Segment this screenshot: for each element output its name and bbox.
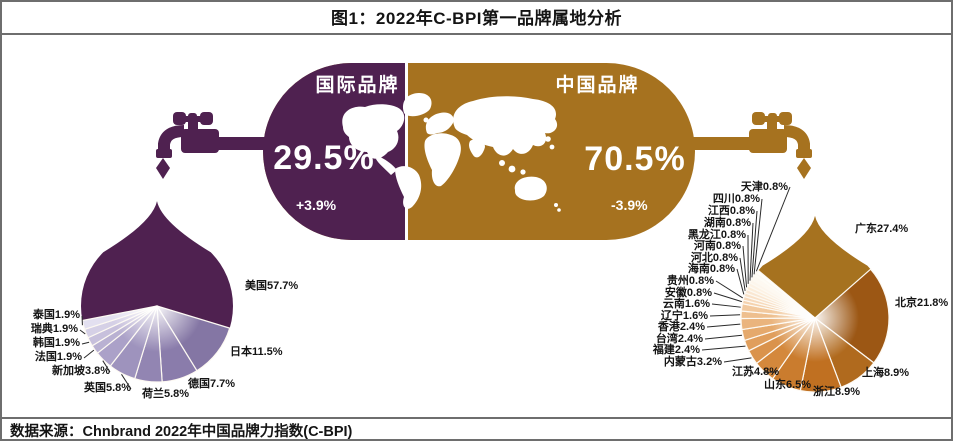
pie-label: 山东6.5% xyxy=(764,379,812,391)
pie-label: 福建2.4% xyxy=(652,344,700,356)
world-map xyxy=(342,93,561,212)
pie-label: 香港2.4% xyxy=(657,321,705,333)
pie-label: 德国7.7% xyxy=(188,378,236,390)
leader-line xyxy=(742,245,748,288)
pie-label: 日本11.5% xyxy=(230,346,283,358)
faucet-right-icon xyxy=(749,112,812,179)
leader-line xyxy=(715,280,743,299)
pie-center-highlight xyxy=(740,269,889,392)
leader-line xyxy=(83,349,95,359)
leader-line xyxy=(749,222,754,281)
pie-label: 北京21.8% xyxy=(895,297,949,309)
pie-label: 黑龙江0.8% xyxy=(687,229,746,241)
pie-label: 海南0.8% xyxy=(687,263,735,275)
figure-title: 图1：2022年C-BPI第一品牌属地分析 xyxy=(330,9,623,28)
pie-label: 贵州0.8% xyxy=(666,275,714,287)
international-pie xyxy=(81,201,233,383)
china-brand-label: 中国品牌 xyxy=(555,75,640,96)
pie-label: 云南1.6% xyxy=(662,298,710,310)
leader-line xyxy=(121,374,132,390)
international-delta-value: +3.9% xyxy=(296,197,337,213)
international-brand-label: 国际品牌 xyxy=(315,75,400,96)
pie-label: 河北0.8% xyxy=(690,252,738,264)
pie-label: 江苏4.8% xyxy=(732,366,780,378)
leader-line xyxy=(753,198,763,275)
pie-label: 四川0.8% xyxy=(712,193,760,205)
leader-line xyxy=(79,329,86,335)
leader-line xyxy=(709,314,741,317)
pie-label: 上海8.9% xyxy=(862,367,910,379)
leader-line xyxy=(102,360,111,373)
leader-line xyxy=(701,345,746,351)
pie-label: 泰国1.9% xyxy=(32,309,80,321)
pie-label: 新加坡3.8% xyxy=(52,365,111,377)
pie-label: 江西0.8% xyxy=(707,205,755,217)
capsule-split-gap xyxy=(405,63,408,240)
pie-label: 湖南0.8% xyxy=(703,217,751,229)
source-text: 数据来源：Chnbrand 2022年中国品牌力指数(C-BPI) xyxy=(10,423,353,440)
source-bar: 数据来源：Chnbrand 2022年中国品牌力指数(C-BPI) xyxy=(0,417,953,441)
pie-label: 浙江8.9% xyxy=(813,386,861,398)
leader-line xyxy=(704,334,743,340)
pie-label: 安徽0.8% xyxy=(664,287,712,299)
pie-label: 荷兰5.8% xyxy=(142,388,190,400)
leader-line xyxy=(713,292,742,303)
leader-line xyxy=(755,186,791,272)
leader-line xyxy=(736,268,745,295)
leader-line xyxy=(751,210,758,278)
pie-label: 韩国1.9% xyxy=(32,337,80,349)
pie-label: 辽宁1.6% xyxy=(660,310,708,322)
international-share-value: 29.5% xyxy=(273,139,375,177)
faucet-left-icon xyxy=(156,112,219,179)
pipe-right xyxy=(688,137,752,150)
pie-label: 广东27.4% xyxy=(855,223,909,235)
leader-line xyxy=(739,257,746,291)
water-drop-left xyxy=(156,158,170,179)
pie-center-highlight xyxy=(82,306,230,383)
pie-label: 瑞典1.9% xyxy=(30,323,78,335)
pie-label: 内蒙古3.2% xyxy=(663,356,722,368)
water-drop-right xyxy=(797,158,811,179)
pie-label: 河南0.8% xyxy=(693,240,741,252)
china-pie xyxy=(740,215,890,393)
leader-line xyxy=(706,323,741,328)
pie-label: 英国5.8% xyxy=(84,382,132,394)
china-share-value: 70.5% xyxy=(584,140,686,178)
pie-label: 天津0.8% xyxy=(740,181,788,193)
leader-line xyxy=(81,341,90,345)
leader-line xyxy=(723,357,752,363)
leader-lines xyxy=(79,186,791,390)
pie-label: 美国57.7% xyxy=(245,280,299,292)
china-delta-value: -3.9% xyxy=(611,197,648,213)
leader-line xyxy=(711,303,741,308)
pie-label: 台湾2.4% xyxy=(655,333,703,345)
title-bar: 图1：2022年C-BPI第一品牌属地分析 xyxy=(0,0,953,35)
pie-label: 法国1.9% xyxy=(34,351,82,363)
pipe-left xyxy=(210,137,268,150)
